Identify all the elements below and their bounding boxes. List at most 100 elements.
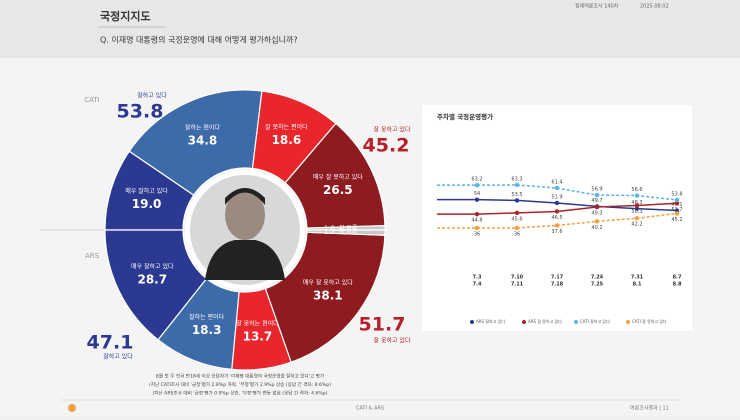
x-tick-label: 7.3 bbox=[473, 275, 482, 281]
data-label: 37.6 bbox=[551, 229, 562, 235]
data-label: 63.2 bbox=[471, 177, 482, 183]
legend-label: ARS 잘하고 있다 bbox=[476, 318, 505, 324]
segment-name: 잘 모름 bbox=[339, 227, 358, 235]
summary-name: 잘 못하고 있다 bbox=[374, 337, 411, 345]
series-point bbox=[594, 192, 600, 198]
series-point bbox=[554, 209, 560, 214]
segment-name: 매우 잘하고 있다 bbox=[131, 262, 174, 270]
data-label: 51.7 bbox=[671, 207, 682, 213]
summary-name: 잘 못하고 있다 bbox=[374, 126, 411, 134]
series-point bbox=[514, 225, 520, 231]
legend-swatch bbox=[574, 320, 578, 324]
donut: CATI 매우 잘하고 있다 19.0 잘하는 편이다 34.8 잘 못하는 편이다 18.… bbox=[84, 89, 411, 371]
line-panel bbox=[422, 105, 692, 331]
series-line bbox=[476, 202, 678, 215]
data-label: 36 bbox=[474, 232, 480, 238]
series-point bbox=[474, 197, 480, 202]
data-label: 48.3 bbox=[631, 200, 642, 206]
series-point bbox=[634, 206, 640, 211]
series-point bbox=[594, 219, 600, 224]
segment-name: 잘 못하는 편이다 bbox=[236, 320, 279, 328]
data-label: 49.7 bbox=[591, 198, 602, 204]
x-tick-label: 8.7 bbox=[673, 275, 682, 281]
summary-name: 잘하고 있다 bbox=[137, 92, 167, 100]
data-label: 54 bbox=[474, 191, 480, 197]
segment-value: 13.7 bbox=[243, 330, 273, 344]
data-label: 45.2 bbox=[671, 217, 682, 223]
segment-value: 18.6 bbox=[272, 133, 302, 147]
meta: 정례여론조사 140차 bbox=[575, 3, 619, 10]
summary-value: 47.1 bbox=[87, 332, 134, 354]
data-label: 42.2 bbox=[631, 222, 642, 228]
page-title: 국정지지도 bbox=[100, 9, 151, 23]
data-label: 45.6 bbox=[511, 216, 522, 222]
series-point bbox=[554, 185, 560, 191]
note: 8월 첫 주 전국 만18세 이상 응답자가 '이재명 대통령의 국정운영을 잘… bbox=[156, 373, 325, 380]
x-tick-label: 7.10 bbox=[511, 275, 524, 281]
question: Q. 이재명 대통령의 국정운영에 대해 어떻게 평가하십니까? bbox=[100, 35, 298, 45]
segment-name: 잘하는 편이다 bbox=[189, 313, 225, 321]
segment-name: 매우 잘 못하고 있다 bbox=[313, 173, 363, 181]
data-label: 56.9 bbox=[591, 187, 602, 193]
x-tick-sublabel: 7.11 bbox=[511, 282, 524, 288]
series-line bbox=[476, 198, 678, 212]
segment-value: 34.8 bbox=[188, 134, 218, 148]
segment-name: 매우 잘하고 있다 bbox=[125, 187, 168, 195]
legend-swatch bbox=[522, 320, 526, 324]
note: (지난 ARS조사 대비 '긍정'평가 0.9%p 상승, '부정'평가 변동 … bbox=[152, 390, 327, 397]
series-point bbox=[474, 225, 480, 231]
meta-date: 2025.08.02 bbox=[640, 4, 669, 10]
summary-name: 잘하고 있다 bbox=[103, 353, 133, 361]
segment-value: 1.0 bbox=[324, 224, 335, 232]
line-title: 주차별 국정운영평가 bbox=[437, 112, 493, 121]
series-point bbox=[554, 223, 560, 228]
legend-label: ARS 잘 못하고 있다 bbox=[528, 318, 562, 324]
summary-value: 53.8 bbox=[117, 101, 164, 123]
x-tick-sublabel: 7.4 bbox=[473, 282, 482, 288]
data-label: 53.8 bbox=[671, 191, 682, 197]
summary-value: 45.2 bbox=[363, 135, 410, 157]
donut-segment bbox=[264, 231, 386, 363]
series-point bbox=[674, 201, 680, 206]
series-point bbox=[634, 203, 640, 208]
series-point bbox=[674, 211, 680, 216]
data-label: 63.3 bbox=[511, 177, 522, 183]
series-point bbox=[674, 197, 680, 203]
data-label: 53.5 bbox=[511, 192, 522, 198]
series-line bbox=[477, 212, 678, 229]
x-tick-sublabel: 8.8 bbox=[673, 282, 682, 288]
series-point bbox=[474, 182, 480, 188]
x-tick-label: 7.24 bbox=[591, 275, 604, 281]
data-label: 36 bbox=[514, 232, 520, 238]
series-point bbox=[514, 198, 520, 203]
series-point bbox=[634, 216, 640, 221]
group-label: ARS bbox=[85, 252, 100, 260]
legend-label: CATI 잘 못하고 있다 bbox=[632, 318, 667, 324]
data-label: 49.3 bbox=[591, 211, 602, 217]
data-label: 61.4 bbox=[551, 179, 562, 185]
data-label: 51.9 bbox=[551, 194, 562, 200]
x-tick-sublabel: 8.1 bbox=[633, 282, 642, 288]
series-line bbox=[476, 184, 678, 201]
series-point bbox=[594, 204, 600, 210]
series-point bbox=[514, 210, 520, 216]
segment-name: 잘 못하는 편이다 bbox=[265, 123, 308, 131]
segment-value: 18.3 bbox=[192, 323, 222, 337]
segment-value: 19.0 bbox=[132, 197, 162, 211]
series-point bbox=[634, 193, 640, 198]
data-label: 50.3 bbox=[631, 209, 642, 215]
legend-label: CATI 잘하고 있다 bbox=[580, 318, 610, 324]
series-point bbox=[474, 211, 480, 217]
data-label: 44.8 bbox=[471, 218, 482, 224]
data-label: 56.6 bbox=[631, 187, 642, 193]
segment-name: 매우 잘 못하고 있다 bbox=[303, 279, 353, 287]
donut-segment bbox=[128, 89, 263, 196]
notes: 8월 첫 주 전국 만18세 이상 응답자가 '이재명 대통령의 국정운영을 잘… bbox=[149, 373, 331, 397]
header-band bbox=[0, 0, 740, 58]
data-label: 46.5 bbox=[551, 215, 562, 221]
logo bbox=[68, 404, 76, 412]
x-tick-sublabel: 7.18 bbox=[551, 282, 564, 288]
x-tick-label: 7.17 bbox=[551, 275, 564, 281]
photo bbox=[185, 170, 305, 290]
x-tick-label: 7.31 bbox=[631, 275, 644, 281]
